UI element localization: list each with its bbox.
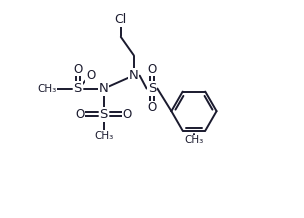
Text: O: O: [75, 108, 85, 121]
Text: O: O: [73, 63, 82, 76]
Text: S: S: [74, 82, 82, 95]
Text: O: O: [147, 63, 157, 76]
Text: CH₃: CH₃: [94, 131, 113, 141]
Text: S: S: [99, 108, 108, 121]
Text: Cl: Cl: [115, 13, 127, 26]
Text: O: O: [123, 108, 132, 121]
Text: CH₃: CH₃: [184, 135, 204, 145]
Text: CH₃: CH₃: [37, 83, 56, 94]
Text: O: O: [147, 101, 157, 114]
Text: N: N: [129, 69, 139, 82]
Text: N: N: [99, 82, 109, 95]
Text: O: O: [86, 69, 95, 82]
Text: S: S: [148, 82, 156, 95]
